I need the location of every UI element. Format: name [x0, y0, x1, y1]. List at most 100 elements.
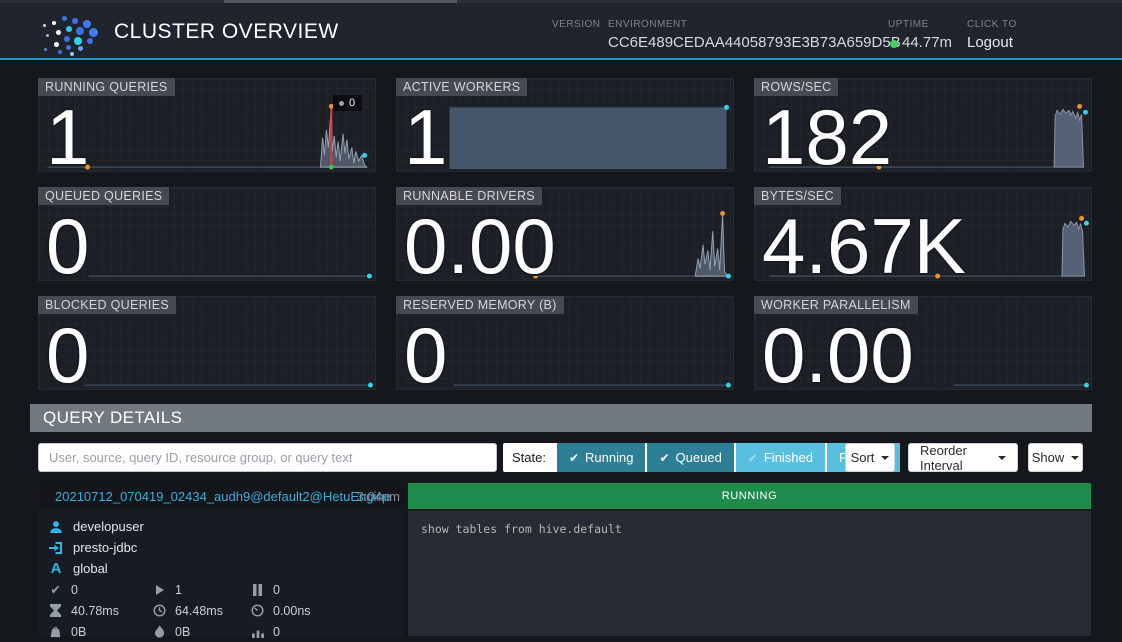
metric-label: RUNNING QUERIES	[38, 78, 175, 96]
resource-group-icon: A	[50, 560, 62, 577]
caret-down-icon	[1071, 455, 1080, 460]
state-filter-group: State: ✔ Running ✔ Queued ✔ Finished Fai…	[503, 443, 901, 472]
metric-panel-running-queries: RUNNING QUERIES 1 0	[38, 78, 376, 176]
query-user-row: developuser	[48, 516, 403, 537]
version-label: VERSION	[552, 19, 601, 30]
query-source: presto-jdbc	[73, 540, 138, 555]
runnable-drivers-sparkline	[533, 211, 731, 279]
play-icon	[152, 584, 167, 595]
metric-label: QUEUED QUERIES	[38, 187, 170, 205]
metric-panel-bytes-sec: BYTES/SEC 4.67K	[754, 187, 1092, 285]
flame-icon	[152, 625, 167, 638]
active-workers-sparkline	[449, 104, 729, 170]
horizontal-scrollbar-thumb[interactable]	[224, 0, 457, 3]
cluster-logo-icon	[40, 14, 104, 56]
query-submitted-time: 3:04pm	[356, 489, 400, 504]
metric-label: ROWS/SEC	[754, 78, 839, 96]
state-filter-finished[interactable]: ✔ Finished	[735, 443, 825, 472]
show-dropdown-button[interactable]: Show	[1028, 443, 1083, 472]
query-memory-row: 0B 0B 0	[48, 621, 403, 642]
total-splits: 0	[250, 625, 403, 639]
rows-sec-sparkline	[769, 103, 1088, 170]
current-memory: 0B	[48, 625, 152, 639]
query-meta-panel: developuser presto-jdbc A global ✔ 0 1 0	[38, 511, 403, 639]
page-title: CLUSTER OVERVIEW	[114, 20, 339, 43]
sort-dropdown-button[interactable]: Sort	[845, 443, 895, 472]
metric-label: BYTES/SEC	[754, 187, 841, 205]
running-queries-sparkline	[47, 103, 368, 170]
hourglass-icon	[48, 604, 63, 617]
query-search-input[interactable]	[38, 443, 497, 472]
metric-label: RESERVED MEMORY (B)	[396, 296, 564, 314]
gauge-icon	[250, 604, 265, 617]
reorder-interval-dropdown-button[interactable]: Reorder Interval	[908, 443, 1018, 473]
metric-value: 4.67K	[762, 202, 966, 290]
metric-panel-worker-parallelism: WORKER PARALLELISM 0.00	[754, 296, 1092, 394]
state-filter-queued[interactable]: ✔ Queued	[647, 443, 734, 472]
check-icon: ✔	[568, 450, 580, 465]
uptime-status-dot	[890, 40, 898, 48]
uptime-label: UPTIME	[888, 19, 929, 30]
queued-queries-sparkline	[88, 273, 372, 279]
metric-value: 0	[46, 311, 90, 399]
query-details-header: QUERY DETAILS	[30, 404, 1092, 432]
query-times-row: 40.78ms 64.48ms 0.00ns	[48, 600, 403, 621]
metric-label: RUNNABLE DRIVERS	[396, 187, 542, 205]
metric-value: 182	[762, 93, 893, 181]
bytes-sec-sparkline	[769, 215, 1089, 279]
reserved-memory-sparkline	[453, 382, 731, 388]
running-splits: 1	[152, 583, 250, 597]
logout-button[interactable]: Logout	[967, 34, 1013, 51]
metric-value: 0.00	[404, 202, 556, 290]
metric-value: 0.00	[762, 311, 914, 399]
metric-value: 0	[404, 311, 448, 399]
check-icon: ✔	[747, 450, 758, 465]
query-source-row: presto-jdbc	[48, 537, 403, 558]
metric-panel-active-workers: ACTIVE WORKERS 1	[396, 78, 734, 176]
metric-value: 1	[46, 93, 90, 181]
query-status-bar: RUNNING	[408, 483, 1091, 509]
cumulative-memory: 0B	[152, 625, 250, 639]
queued-splits: 0	[250, 583, 403, 597]
uptime-value: 44.77m	[902, 34, 953, 51]
worker-parallelism-sparkline	[953, 382, 1089, 388]
completed-splits: ✔ 0	[48, 582, 152, 598]
check-icon: ✔	[50, 583, 61, 597]
environment-label: ENVIRONMENT	[608, 19, 688, 30]
metric-panel-queued-queries: QUEUED QUERIES 0	[38, 187, 376, 285]
metric-panel-rows-sec: ROWS/SEC 182	[754, 78, 1092, 176]
query-id-link[interactable]: 20210712_070419_02434_audh9@default2@Het…	[55, 488, 391, 504]
query-resource-group-row: A global	[48, 558, 403, 579]
top-scroll-strip	[0, 0, 1122, 3]
query-splits-row: ✔ 0 1 0	[48, 579, 403, 600]
clock-icon	[152, 604, 167, 617]
caret-down-icon	[998, 455, 1006, 460]
query-details-title: QUERY DETAILS	[43, 408, 183, 427]
check-icon: ✔	[659, 450, 670, 465]
sparkline-tooltip: 0	[333, 95, 363, 111]
query-status-text: RUNNING	[721, 490, 778, 502]
cpu-time: 64.48ms	[152, 604, 250, 618]
state-filter-running[interactable]: ✔ Running	[556, 443, 646, 472]
memory-weight-icon	[48, 625, 63, 638]
metric-panel-blocked-queries: BLOCKED QUERIES 0	[38, 296, 376, 394]
metric-label: BLOCKED QUERIES	[38, 296, 176, 314]
query-user: developuser	[73, 519, 144, 534]
header-bar: CLUSTER OVERVIEW VERSION ENVIRONMENT CC6…	[0, 3, 1122, 60]
wall-time: 40.78ms	[48, 604, 152, 618]
metric-label: WORKER PARALLELISM	[754, 296, 918, 314]
query-resource-group: global	[73, 561, 108, 576]
metric-value: 0	[46, 202, 90, 290]
tooltip-dot-icon	[339, 100, 344, 106]
metric-label: ACTIVE WORKERS	[396, 78, 528, 96]
metric-panel-runnable-drivers: RUNNABLE DRIVERS 0.00	[396, 187, 734, 285]
environment-value: CC6E489CEDAA44058793E3B73A659D5B	[608, 34, 901, 51]
query-sql-text: show tables from hive.default	[408, 511, 1091, 636]
metric-panel-reserved-memory: RESERVED MEMORY (B) 0	[396, 296, 734, 394]
query-id-cell: 20210712_070419_02434_audh9@default2@Het…	[38, 483, 403, 509]
caret-down-icon	[881, 455, 890, 460]
user-icon	[48, 520, 64, 534]
click-to-label: CLICK TO	[967, 19, 1017, 30]
blocked-queries-sparkline	[84, 382, 373, 388]
sign-in-icon	[48, 541, 64, 555]
